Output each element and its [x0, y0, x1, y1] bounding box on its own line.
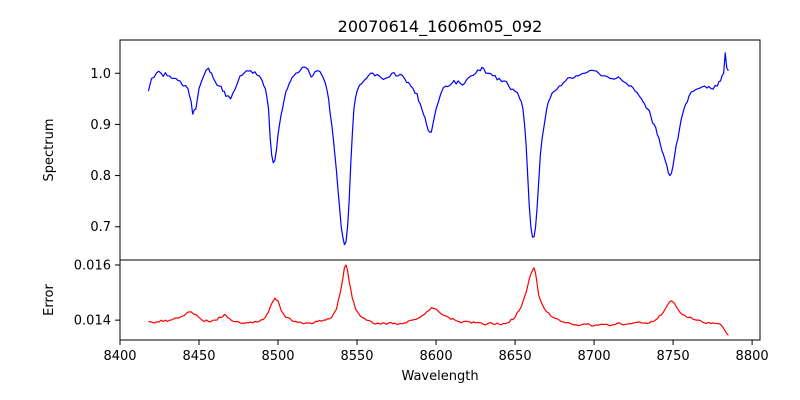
spectrum-line — [147, 52, 729, 246]
x-tick-label: 8450 — [182, 349, 215, 364]
spectrum-y-tick-label: 1.0 — [90, 67, 111, 82]
chart-title: 20070614_1606m05_092 — [338, 17, 543, 37]
x-tick-label: 8700 — [578, 349, 611, 364]
x-tick-label: 8550 — [340, 349, 373, 364]
error-panel: 0.014 0.016 8400 8450 8500 8550 8600 8650 8700 87… — [42, 258, 769, 384]
error-y-tick-label: 0.014 — [74, 314, 111, 329]
x-tick-label: 8650 — [499, 349, 532, 364]
spectrum-series — [147, 52, 729, 246]
spectrum-y-tick-label: 0.8 — [90, 169, 111, 184]
error-line — [148, 264, 729, 336]
error-y-tick-label: 0.016 — [74, 258, 111, 273]
x-tick-label: 8400 — [103, 349, 136, 364]
error-y-label: Error — [42, 284, 57, 316]
x-tick-label: 8600 — [420, 349, 453, 364]
error-axes-frame — [119, 259, 761, 341]
spectrum-y-label: Spectrum — [42, 119, 57, 182]
x-tick-label: 8750 — [657, 349, 690, 364]
spectrum-y-tick-label: 0.9 — [90, 118, 111, 133]
spectrum-axes-frame — [119, 39, 761, 261]
spectrum-panel: 0.7 0.8 0.9 1.0 Spectrum — [42, 39, 761, 261]
x-tick-label: 8500 — [261, 349, 294, 364]
error-series — [148, 264, 729, 336]
spectrum-y-ticks: 0.7 0.8 0.9 1.0 — [90, 67, 120, 235]
error-ticks: 0.014 0.016 8400 8450 8500 8550 8600 8650 8700 87… — [74, 258, 769, 364]
x-axis-label: Wavelength — [401, 369, 478, 384]
spectrum-y-tick-label: 0.7 — [90, 220, 111, 235]
x-tick-label: 8800 — [736, 349, 769, 364]
